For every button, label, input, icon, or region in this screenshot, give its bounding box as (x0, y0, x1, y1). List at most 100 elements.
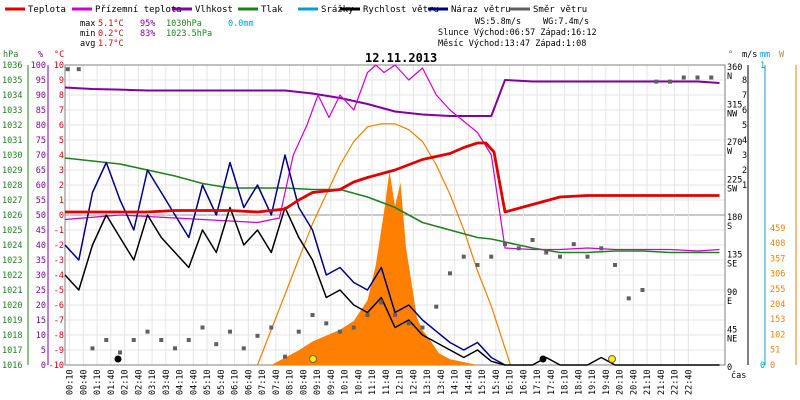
percent-tick-label: 35 (36, 256, 46, 266)
wind-direction-point (228, 329, 232, 334)
x-tick-label: 00:10 (66, 369, 76, 395)
percent-tick-label: 20 (36, 301, 46, 311)
wind-direction-point (214, 342, 219, 347)
w-tick-label: 408 (770, 239, 785, 249)
direction-tick-label: SW (727, 185, 738, 195)
celsius-tick-label: 0 (59, 211, 64, 221)
percent-tick-label: 60 (36, 181, 46, 191)
x-tick-label: 21:10 (643, 369, 653, 395)
percent-tick-label: 50 (36, 211, 46, 221)
hpa-tick-label: 1023 (2, 256, 22, 266)
stat-pressure: 1023.5hPa (166, 29, 212, 39)
moonrise-marker (539, 355, 547, 363)
legend-label: Tlak (261, 5, 283, 15)
direction-tick-label: E (727, 297, 732, 307)
ms-tick-label: 3 (742, 151, 747, 161)
hpa-tick-label: 1035 (2, 76, 22, 86)
wind-direction-point (241, 346, 246, 351)
legend-label: Vlhkost (195, 5, 233, 15)
sunset-marker (608, 355, 616, 363)
wind-direction-point (145, 329, 150, 334)
wind-direction-point (626, 296, 631, 301)
x-tick-label: 01:10 (93, 369, 103, 395)
x-tick-label: 18:40 (574, 369, 584, 395)
x-tick-label: 22:40 (684, 369, 694, 395)
x-tick-label: 04:40 (189, 369, 199, 395)
hpa-tick-label: 1024 (2, 241, 22, 251)
axis-unit-ms: m/s (742, 50, 757, 60)
celsius-tick-label: 3 (59, 166, 64, 176)
percent-tick-label: 40 (36, 241, 46, 251)
celsius-tick-label: 1 (59, 196, 64, 206)
stats-panel: max 5.1°C 95% 1030hPa 0.0mm min 0.2°C 83% 1023.5… (80, 17, 597, 49)
percent-tick-label: 30 (36, 271, 46, 281)
x-tick-label: 19:10 (588, 369, 598, 395)
x-tick-label: 01:40 (107, 369, 117, 395)
percent-tick-label: 95 (36, 76, 46, 86)
celsius-tick-label: -8 (54, 331, 64, 341)
ms-tick-label: 8 (742, 76, 747, 86)
x-tick-label: 12:40 (409, 369, 419, 395)
wind-direction-point (365, 313, 370, 317)
celsius-tick-label: 6 (59, 121, 64, 131)
ms-tick-label: 1 (742, 181, 747, 191)
x-tick-label: 06:10 (231, 369, 241, 395)
axis-unit-w: W (779, 50, 785, 60)
x-tick-label: 09:40 (327, 369, 337, 395)
wind-direction-point (489, 254, 494, 259)
x-tick-label: 14:10 (451, 369, 461, 395)
series-humidity (64, 79, 720, 117)
stat-sun: Slunce Východ:06:57 Západ:16:12 (438, 28, 597, 38)
hpa-tick-label: 1028 (2, 181, 22, 191)
wind-direction-point (76, 67, 81, 72)
legend-label: Teplota (28, 5, 66, 15)
wind-direction-point (65, 67, 70, 72)
direction-tick-label: NW (727, 110, 738, 120)
direction-tick-deg: 180 (727, 213, 742, 223)
wind-direction-point (338, 329, 342, 334)
x-tick-label: 13:10 (423, 369, 433, 395)
wind-direction-point (448, 271, 452, 276)
x-tick-label: 15:40 (492, 369, 502, 395)
x-tick-label: 03:40 (162, 369, 172, 395)
legend-label: Náraz větru (451, 5, 511, 15)
celsius-tick-label: -4 (54, 271, 64, 281)
direction-tick-deg: 225 (727, 176, 742, 186)
wind-direction-point (104, 338, 109, 342)
direction-tick-deg: 45 (727, 326, 737, 336)
x-tick-label: 06:40 (244, 369, 254, 395)
hpa-tick-label: 1022 (2, 271, 22, 281)
wind-direction-point (186, 338, 191, 342)
w-tick-label: 51 (770, 346, 780, 356)
x-tick-label: 14:40 (464, 369, 474, 395)
x-tick-label: 02:10 (121, 369, 131, 395)
direction-tick-deg: 135 (727, 251, 742, 261)
legend: Teplota Přízemní teplota Vlhkost Tlak Srážky… (5, 5, 587, 15)
percent-tick-label: 55 (36, 196, 46, 206)
x-tick-label: 18:10 (561, 369, 571, 395)
wind-direction-point (90, 346, 95, 351)
wind-direction-point (654, 79, 659, 84)
ms-tick-label: 5 (742, 121, 747, 131)
w-tick-label: 459 (770, 224, 785, 234)
w-tick-label: 306 (770, 270, 785, 280)
celsius-tick-label: 10 (54, 61, 64, 71)
wind-direction-point (324, 321, 329, 326)
hpa-tick-label: 1033 (2, 106, 22, 116)
wind-direction-point (640, 288, 645, 292)
legend-label: Přízemní teplota (95, 5, 182, 15)
hpa-tick-label: 1021 (2, 286, 22, 296)
w-tick-label: 102 (770, 330, 785, 340)
wind-direction-point (503, 242, 507, 247)
x-tick-label: 20:10 (616, 369, 626, 395)
axis-unit-celsius: °C (54, 50, 64, 60)
series-temperature (65, 141, 720, 214)
stat-temp: 5.1°C (98, 19, 124, 29)
wind-direction-point (668, 79, 672, 84)
ms-tick-label: 4 (742, 136, 747, 146)
x-axis: 00:10 00:40 01:10 01:40 02:10 02:40 03:10 03:40… (66, 369, 747, 395)
axes: hPa% °C1036103510341033103210311030102910… (2, 50, 797, 373)
wind-direction-point (613, 263, 617, 267)
chart-title: 12.11.2013 (365, 51, 437, 65)
